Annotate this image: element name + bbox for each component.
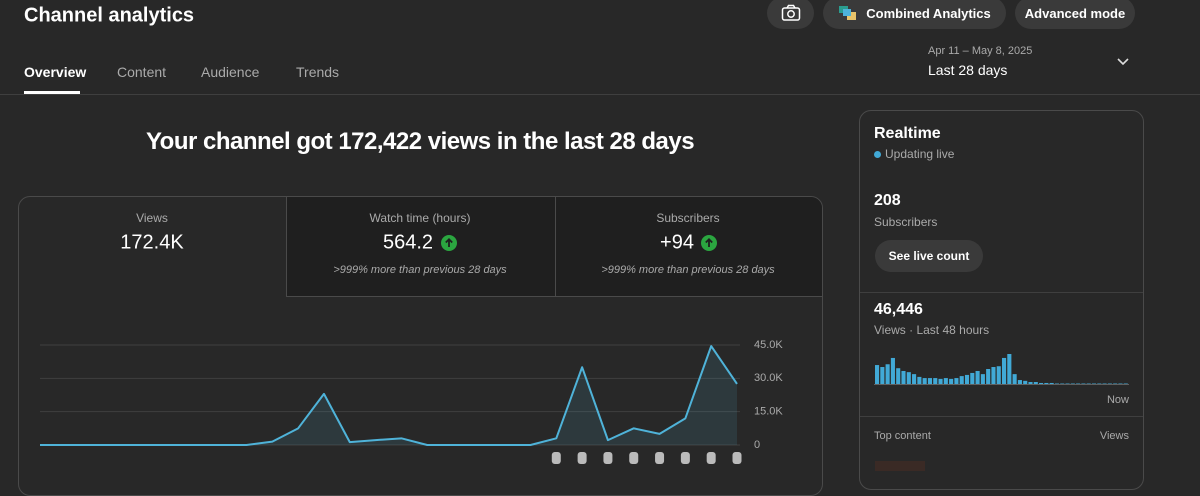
bar [1013, 374, 1017, 384]
bar [1039, 383, 1043, 384]
shorts-icon [629, 452, 638, 464]
bar [1002, 358, 1006, 384]
bar [976, 371, 980, 384]
bar [939, 379, 943, 384]
bar [923, 378, 927, 384]
page: { "header": {"title": "Channel analytics… [0, 0, 1200, 467]
shorts-icon [655, 452, 664, 464]
bar [880, 367, 884, 384]
shorts-icon [707, 452, 716, 464]
bar [1028, 382, 1032, 384]
bar [912, 374, 916, 384]
shorts-icon [552, 452, 561, 464]
y-tick-label: 0 [754, 439, 760, 451]
y-tick-label: 30.0K [754, 372, 783, 384]
bar [1023, 381, 1027, 384]
line-area [40, 346, 737, 445]
bar [997, 366, 1001, 384]
bar [886, 364, 890, 384]
bar [896, 368, 900, 384]
bar [1050, 383, 1054, 384]
bar [954, 378, 958, 384]
shorts-icon [603, 452, 612, 464]
y-tick-label: 15.0K [754, 406, 783, 418]
bar [933, 378, 937, 384]
bar [991, 367, 995, 384]
bar [949, 379, 953, 384]
bar [1044, 383, 1048, 384]
bar [944, 378, 948, 384]
bar [907, 372, 911, 384]
shorts-icon [578, 452, 587, 464]
bar [875, 365, 879, 384]
charts: 0 15.0K 30.0K 45.0K [0, 0, 1200, 467]
bar [960, 376, 964, 384]
bar [891, 358, 895, 384]
bar [1034, 382, 1038, 384]
bar [901, 371, 905, 384]
bar [1018, 380, 1022, 384]
bar [981, 374, 985, 384]
shorts-icon [681, 452, 690, 464]
bar [970, 373, 974, 384]
bar [917, 377, 921, 384]
bar [986, 369, 990, 384]
shorts-icon [733, 452, 742, 464]
bar [1007, 354, 1011, 384]
y-tick-label: 45.0K [754, 339, 783, 351]
bar [928, 378, 932, 384]
bar [965, 375, 969, 384]
